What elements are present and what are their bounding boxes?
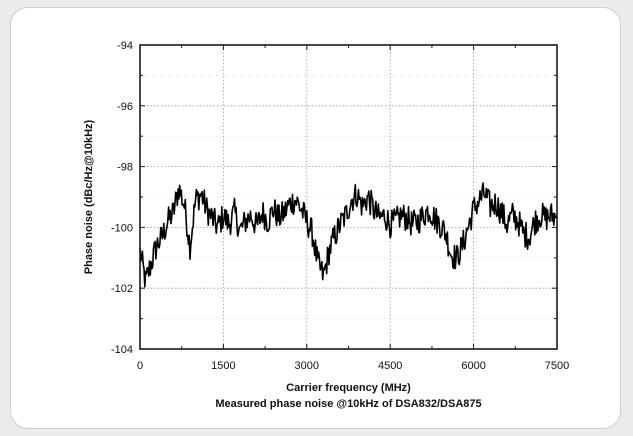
x-tick-label: 4500 bbox=[378, 360, 402, 372]
x-axis-label: Carrier frequency (MHz) bbox=[286, 382, 411, 394]
y-tick-label: -96 bbox=[117, 101, 133, 113]
x-axis-ticks: 0 1500 3000 4500 6000 7500 bbox=[137, 45, 569, 372]
phase-noise-series-line bbox=[139, 182, 558, 288]
y-tick-label: -94 bbox=[117, 40, 133, 52]
y-tick-label: -98 bbox=[117, 162, 133, 174]
grid-lines bbox=[140, 45, 557, 349]
y-tick-label: -100 bbox=[111, 222, 133, 234]
y-tick-label: -104 bbox=[111, 344, 133, 356]
y-axis-ticks: -104 -102 -100 -98 -96 -94 bbox=[111, 40, 557, 356]
x-tick-label: 1500 bbox=[211, 360, 235, 372]
x-tick-label: 3000 bbox=[295, 360, 319, 372]
x-tick-label: 6000 bbox=[461, 360, 485, 372]
y-tick-label: -102 bbox=[111, 283, 133, 295]
chart-card: 0 1500 3000 4500 6000 7500 -104 -102 -100 -98 -96… bbox=[10, 7, 621, 429]
plot-frame bbox=[139, 44, 558, 350]
chart-caption: Measured phase noise @10kHz of DSA832/DS… bbox=[215, 398, 481, 410]
y-axis-label: Phase noise (dBc/Hz@10kHz) bbox=[83, 119, 95, 274]
x-tick-label: 7500 bbox=[545, 360, 569, 372]
x-tick-label: 0 bbox=[137, 360, 143, 372]
phase-noise-chart: 0 1500 3000 4500 6000 7500 -104 -102 -100 -98 -96… bbox=[83, 40, 569, 410]
